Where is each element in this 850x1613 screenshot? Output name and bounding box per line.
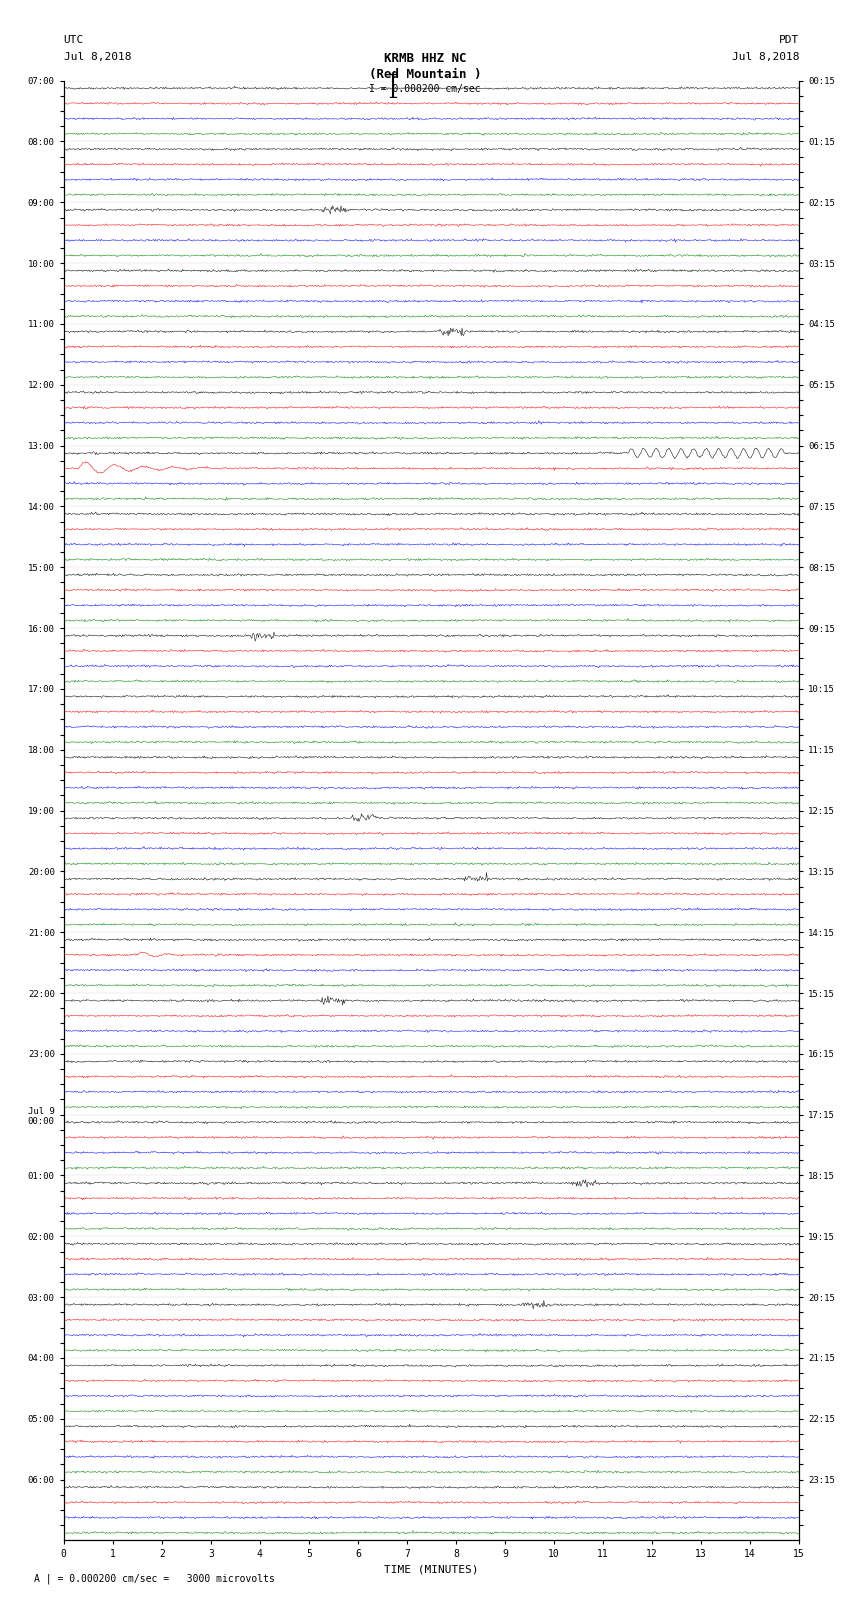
Text: (Red Mountain ): (Red Mountain ) xyxy=(369,68,481,81)
Text: PDT: PDT xyxy=(779,35,799,45)
Text: KRMB HHZ NC: KRMB HHZ NC xyxy=(383,52,467,65)
Text: UTC: UTC xyxy=(64,35,84,45)
Text: Jul 8,2018: Jul 8,2018 xyxy=(64,52,131,61)
Text: A | = 0.000200 cm/sec =   3000 microvolts: A | = 0.000200 cm/sec = 3000 microvolts xyxy=(34,1573,275,1584)
Text: Jul 8,2018: Jul 8,2018 xyxy=(732,52,799,61)
Text: I = 0.000200 cm/sec: I = 0.000200 cm/sec xyxy=(369,84,481,94)
X-axis label: TIME (MINUTES): TIME (MINUTES) xyxy=(384,1565,479,1574)
